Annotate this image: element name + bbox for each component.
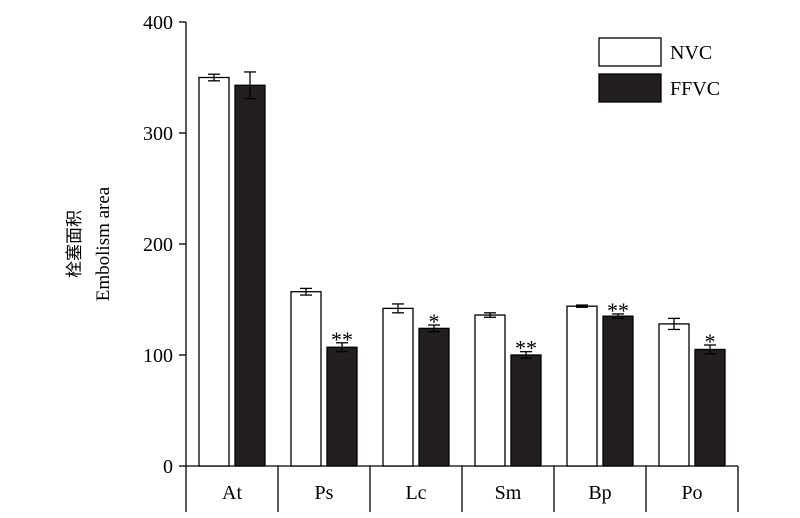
- x-tick-label-po: Po: [681, 482, 702, 504]
- bar-nvc-lc: [382, 307, 414, 467]
- y-axis-label: 栓塞面积 Embolism area: [65, 186, 114, 301]
- x-tick-label-sm: Sm: [495, 482, 522, 504]
- bar-ffvc-lc: [418, 327, 450, 467]
- x-axis: At Ps Lc Sm Bp Po: [185, 465, 739, 512]
- x-tick-label-at: At: [222, 482, 242, 504]
- bar-ffvc-bp: [602, 315, 634, 467]
- x-tick-label-lc: Lc: [405, 482, 426, 504]
- bars: ********: [198, 71, 726, 467]
- significance-sm: **: [515, 336, 537, 361]
- y-axis: 0 100 200 300 400: [143, 12, 187, 478]
- x-tick-label-bp: Bp: [588, 482, 611, 504]
- y-axis-label-cn: 栓塞面积: [65, 210, 85, 278]
- bar-ffvc-po: [694, 348, 726, 467]
- legend: NVC FFVC: [598, 37, 720, 103]
- bar-nvc-po: [658, 323, 690, 467]
- significance-ps: **: [331, 327, 353, 352]
- legend-label-ffvc: FFVC: [670, 78, 720, 100]
- legend-swatch-ffvc: [598, 73, 662, 103]
- legend-swatch-nvc: [598, 37, 662, 67]
- bar-ffvc-sm: [510, 354, 542, 467]
- y-tick-label-0: 0: [163, 456, 173, 478]
- y-tick-label-4: 400: [143, 12, 173, 34]
- y-tick-label-1: 100: [143, 345, 173, 367]
- legend-label-nvc: NVC: [670, 42, 712, 64]
- bar-nvc-sm: [474, 314, 506, 467]
- y-tick-label-3: 300: [143, 123, 173, 145]
- bar-nvc-at: [198, 76, 230, 467]
- significance-po: *: [705, 329, 716, 354]
- bar-ffvc-at: [234, 84, 266, 467]
- significance-bp: **: [607, 298, 629, 323]
- y-tick-label-2: 200: [143, 234, 173, 256]
- bar-ffvc-ps: [326, 346, 358, 467]
- bar-nvc-bp: [566, 305, 598, 467]
- bar-nvc-ps: [290, 291, 322, 467]
- x-tick-label-ps: Ps: [315, 482, 334, 504]
- significance-lc: *: [429, 309, 440, 334]
- y-axis-label-en: Embolism area: [93, 186, 114, 301]
